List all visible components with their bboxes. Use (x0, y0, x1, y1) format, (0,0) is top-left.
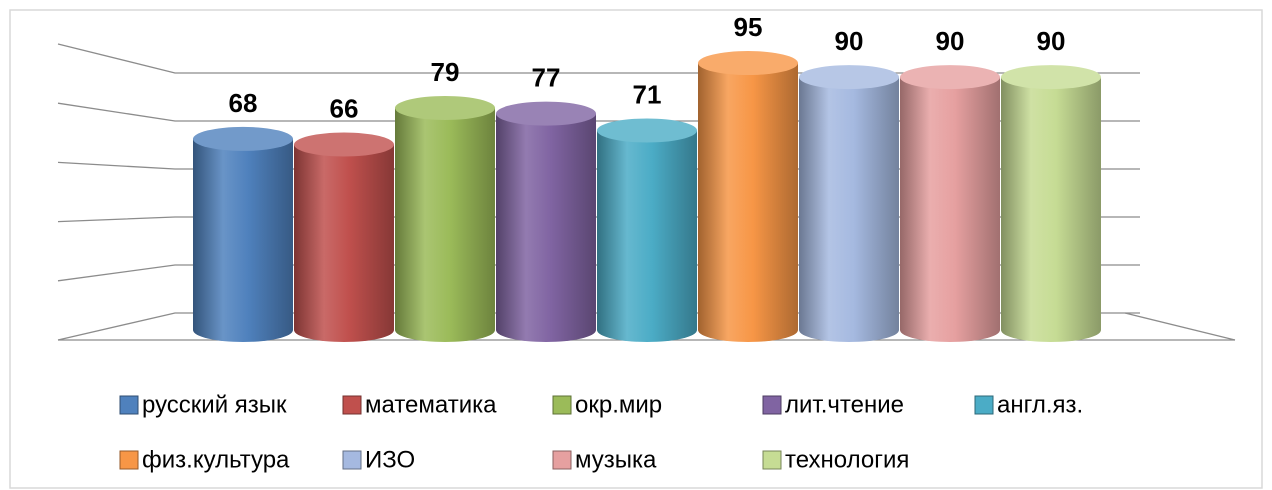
bar-top (597, 118, 697, 143)
bar-top (395, 96, 495, 121)
legend-swatch (762, 395, 782, 415)
bar-top (294, 132, 394, 157)
legend-label: физ.культура (142, 446, 290, 473)
legend-label: математика (365, 391, 497, 418)
bar (1001, 77, 1101, 342)
bar-top (900, 65, 1000, 90)
bar (294, 144, 394, 342)
data-label: 90 (835, 26, 864, 56)
data-label: 71 (633, 79, 662, 109)
legend-swatch (119, 395, 139, 415)
bar-top (698, 51, 798, 76)
bar (395, 108, 495, 342)
data-label: 90 (1037, 26, 1066, 56)
legend-swatch (974, 395, 994, 415)
legend-swatch (342, 450, 362, 470)
data-label: 77 (532, 63, 561, 93)
legend-label: англ.яз. (997, 391, 1083, 418)
legend-label: русский язык (142, 391, 287, 418)
legend-swatch (552, 395, 572, 415)
grid-line (57, 43, 1140, 74)
data-label: 90 (936, 26, 965, 56)
legend-swatch (342, 395, 362, 415)
legend-swatch (762, 450, 782, 470)
data-label: 79 (431, 57, 460, 87)
bar (698, 63, 798, 343)
bar (799, 77, 899, 342)
legend-label: лит.чтение (785, 391, 904, 418)
legend-label: технология (785, 446, 909, 473)
bar-top (496, 101, 596, 126)
legend-swatch (552, 450, 572, 470)
legend-swatch (119, 450, 139, 470)
data-label: 95 (734, 12, 763, 42)
bar-top (1001, 65, 1101, 90)
data-label: 66 (330, 93, 359, 123)
data-label: 68 (229, 88, 258, 118)
bar (597, 130, 697, 342)
bar-top (799, 65, 899, 90)
legend-label: окр.мир (575, 391, 662, 418)
bar (193, 138, 293, 342)
bar (496, 113, 596, 342)
bar-top (193, 126, 293, 151)
floor-line (1124, 312, 1236, 341)
legend-label: ИЗО (365, 446, 415, 473)
bar (900, 77, 1000, 342)
legend-label: музыка (575, 446, 657, 473)
